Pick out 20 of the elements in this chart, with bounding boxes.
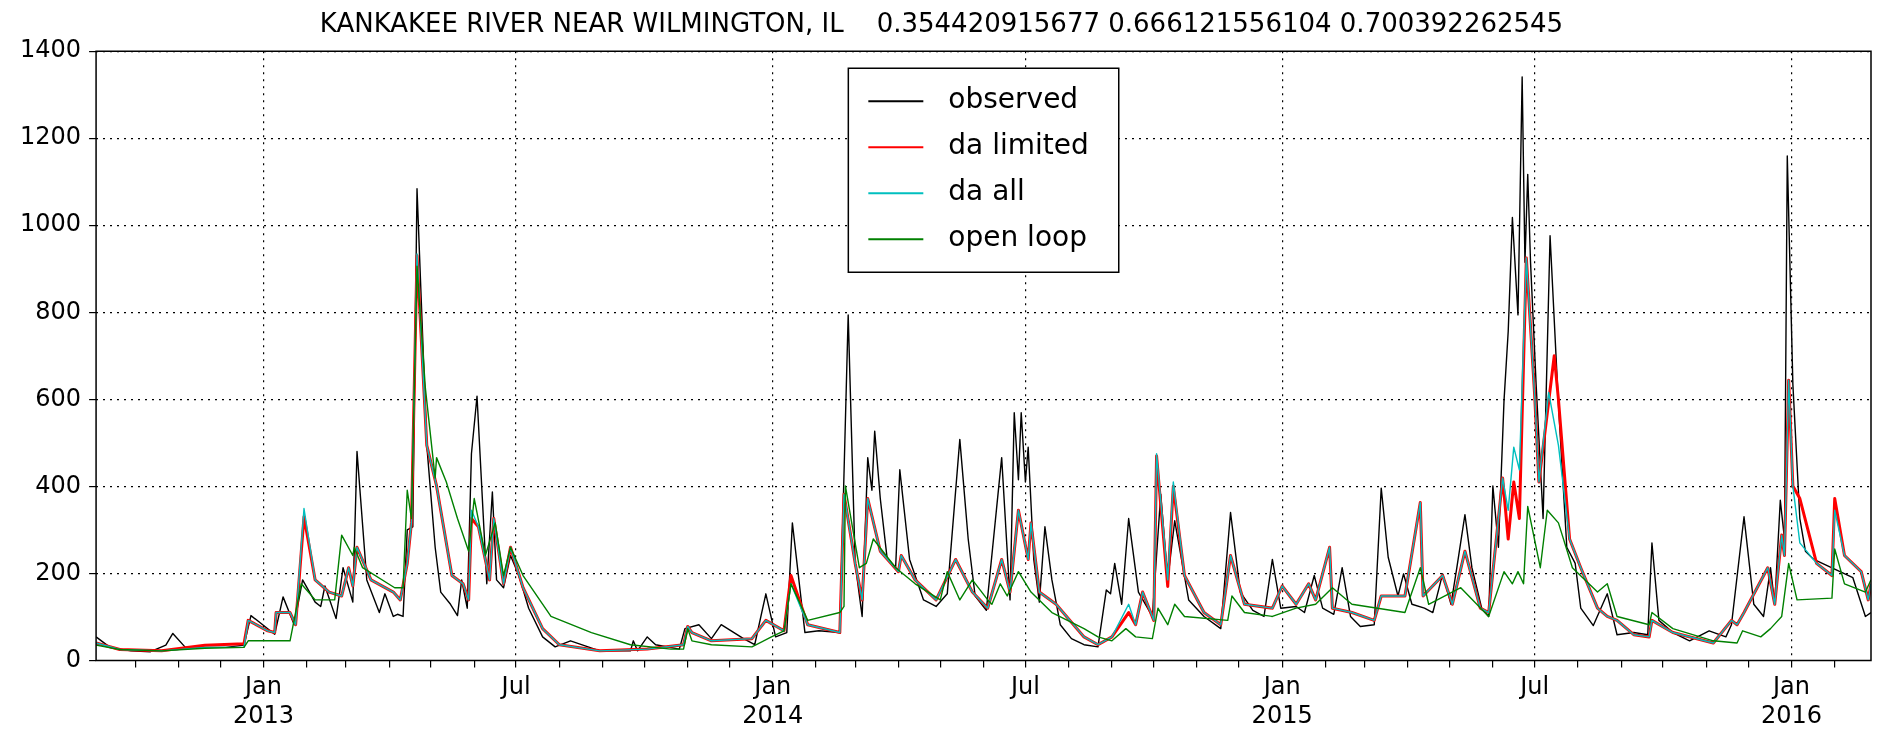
y-tick-label: 800 <box>35 296 82 325</box>
legend-label: open loop <box>948 220 1087 254</box>
y-tick-label: 400 <box>35 470 82 499</box>
y-tick-label: 600 <box>35 383 82 412</box>
y-tick-label: 1200 <box>20 122 82 151</box>
y-tick-label: 1000 <box>20 209 82 238</box>
x-tick-label: Jan 2015 <box>1251 672 1313 729</box>
x-tick-label: Jul <box>499 672 531 701</box>
y-tick-label: 200 <box>35 557 82 586</box>
x-tick-label: Jan 2014 <box>742 672 804 729</box>
chart-title: KANKAKEE RIVER NEAR WILMINGTON, IL 0.354420915677 0.666121556104 0.700392262545 <box>319 8 1564 39</box>
x-tick-label: Jul <box>1518 672 1550 701</box>
legend-label: observed <box>948 82 1079 116</box>
y-tick-label: 1400 <box>20 35 82 64</box>
legend-label: da all <box>948 174 1025 208</box>
legend-label: da limited <box>948 128 1089 162</box>
y-tick-label: 0 <box>65 644 82 673</box>
x-tick-label: Jan 2013 <box>232 672 295 729</box>
x-tick-label: Jul <box>1008 672 1040 701</box>
x-tick-label: Jan 2016 <box>1760 672 1822 729</box>
